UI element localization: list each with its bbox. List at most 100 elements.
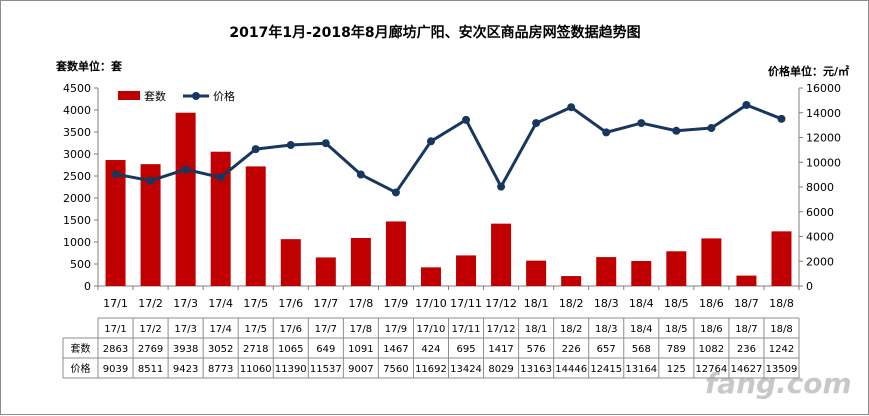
- x-tick-label: 18/5: [664, 297, 689, 310]
- table-cell: 3938: [173, 344, 198, 355]
- x-tick-label: 17/6: [278, 297, 303, 310]
- bar: [491, 223, 512, 286]
- table-cell: 11692: [415, 364, 447, 375]
- table-header-cell: 18/3: [595, 324, 617, 335]
- left-tick-label: 1000: [63, 236, 91, 249]
- bar: [210, 151, 231, 286]
- table-cell: 236: [737, 344, 756, 355]
- table-header-cell: 18/4: [630, 324, 652, 335]
- table-row-label: 套数: [71, 342, 91, 355]
- table-cell: 1417: [488, 344, 513, 355]
- price-point: [181, 165, 190, 174]
- table-cell: 1242: [769, 344, 794, 355]
- table-cell: 2718: [243, 344, 268, 355]
- price-point: [532, 119, 541, 128]
- price-point: [146, 176, 155, 185]
- table-cell: 568: [632, 344, 651, 355]
- table-cell: 576: [527, 344, 546, 355]
- left-tick-label: 1500: [63, 214, 91, 227]
- table-cell: 13164: [625, 364, 657, 375]
- watermark: fang.com: [705, 367, 852, 400]
- legend-line-marker: [192, 92, 200, 100]
- table-header-cell: 17/6: [280, 324, 302, 335]
- left-unit-label: 套数单位：套: [56, 59, 123, 73]
- axes: 0 500 1000 1500 2000 2500 3000 3500 4000 4500 0 200…: [63, 82, 841, 310]
- table-header-cell: 17/12: [487, 324, 516, 335]
- price-point: [426, 137, 435, 146]
- price-point: [251, 145, 260, 154]
- right-tick-label: 0: [806, 280, 813, 293]
- table-cell: 695: [456, 344, 475, 355]
- price-point: [567, 103, 576, 112]
- price-point: [111, 170, 120, 179]
- price-point: [286, 141, 295, 150]
- x-tick-label: 18/3: [594, 297, 619, 310]
- right-tick-label: 8000: [806, 181, 834, 194]
- table-cell: 11060: [240, 364, 272, 375]
- table-cell: 8029: [488, 364, 513, 375]
- bar: [561, 276, 582, 286]
- table-header-cell: 17/10: [417, 324, 446, 335]
- bar: [771, 231, 792, 286]
- right-tick-label: 6000: [806, 206, 834, 219]
- bar: [315, 257, 336, 286]
- table-cell: 12764: [695, 364, 727, 375]
- table-cell: 424: [421, 344, 440, 355]
- bar: [175, 112, 196, 286]
- legend-bar-swatch: [118, 91, 140, 100]
- bar: [280, 239, 301, 286]
- bar: [736, 275, 757, 286]
- table-cell: 13509: [766, 364, 798, 375]
- bar: [666, 251, 687, 286]
- price-point: [742, 100, 751, 109]
- bar: [385, 221, 406, 286]
- price-point: [321, 139, 330, 148]
- table-cell: 13163: [520, 364, 552, 375]
- x-tick-label: 17/7: [313, 297, 338, 310]
- table-header-cell: 18/7: [735, 324, 757, 335]
- left-tick-label: 0: [84, 280, 91, 293]
- right-tick-label: 2000: [806, 255, 834, 268]
- table-header-cell: 18/5: [665, 324, 687, 335]
- price-point: [602, 128, 611, 137]
- right-tick-label: 4000: [806, 231, 834, 244]
- price-point: [391, 188, 400, 197]
- x-tick-label: 18/6: [699, 297, 724, 310]
- right-unit-label: 价格单位：元/㎡: [768, 64, 849, 78]
- bar: [140, 164, 161, 286]
- price-point: [462, 115, 471, 124]
- bar: [245, 166, 266, 286]
- table-cell: 657: [597, 344, 616, 355]
- left-tick-label: 2500: [63, 170, 91, 183]
- x-tick-label: 17/8: [349, 297, 374, 310]
- table-cell: 789: [667, 344, 686, 355]
- table-cell: 11537: [310, 364, 342, 375]
- table-row-label: 价格: [71, 362, 91, 375]
- legend-bar-label: 套数: [144, 90, 166, 103]
- table-header-cell: 17/8: [350, 324, 372, 335]
- x-tick-label: 17/4: [208, 297, 233, 310]
- table-cell: 1065: [278, 344, 303, 355]
- x-tick-label: 18/7: [734, 297, 759, 310]
- price-point: [356, 170, 365, 179]
- price-point: [672, 126, 681, 135]
- right-tick-label: 16000: [806, 82, 841, 95]
- chart-title: 2017年1月-2018年8月廊坊广阳、安次区商品房网签数据趋势图: [229, 24, 640, 41]
- bar-series: [105, 112, 792, 286]
- right-tick-label: 10000: [806, 156, 841, 169]
- x-tick-label: 17/3: [173, 297, 198, 310]
- table-cell: 3052: [208, 344, 233, 355]
- table-cell: 9423: [173, 364, 198, 375]
- right-tick-label: 12000: [806, 132, 841, 145]
- price-line: [115, 103, 783, 194]
- table-cell: 1082: [699, 344, 724, 355]
- table-header-cell: 17/3: [174, 324, 196, 335]
- legend-line-label: 价格: [213, 89, 235, 103]
- x-tick-label: 17/1: [103, 297, 128, 310]
- x-tick-label: 17/12: [485, 297, 517, 310]
- left-tick-label: 500: [70, 258, 91, 271]
- legend: 套数 价格: [118, 89, 235, 103]
- data-table: 17/1 17/2 17/3 17/4 17/5 17/6 17/7 17/8 17/9 17/1…: [62, 317, 800, 379]
- table-cell: 1467: [383, 344, 408, 355]
